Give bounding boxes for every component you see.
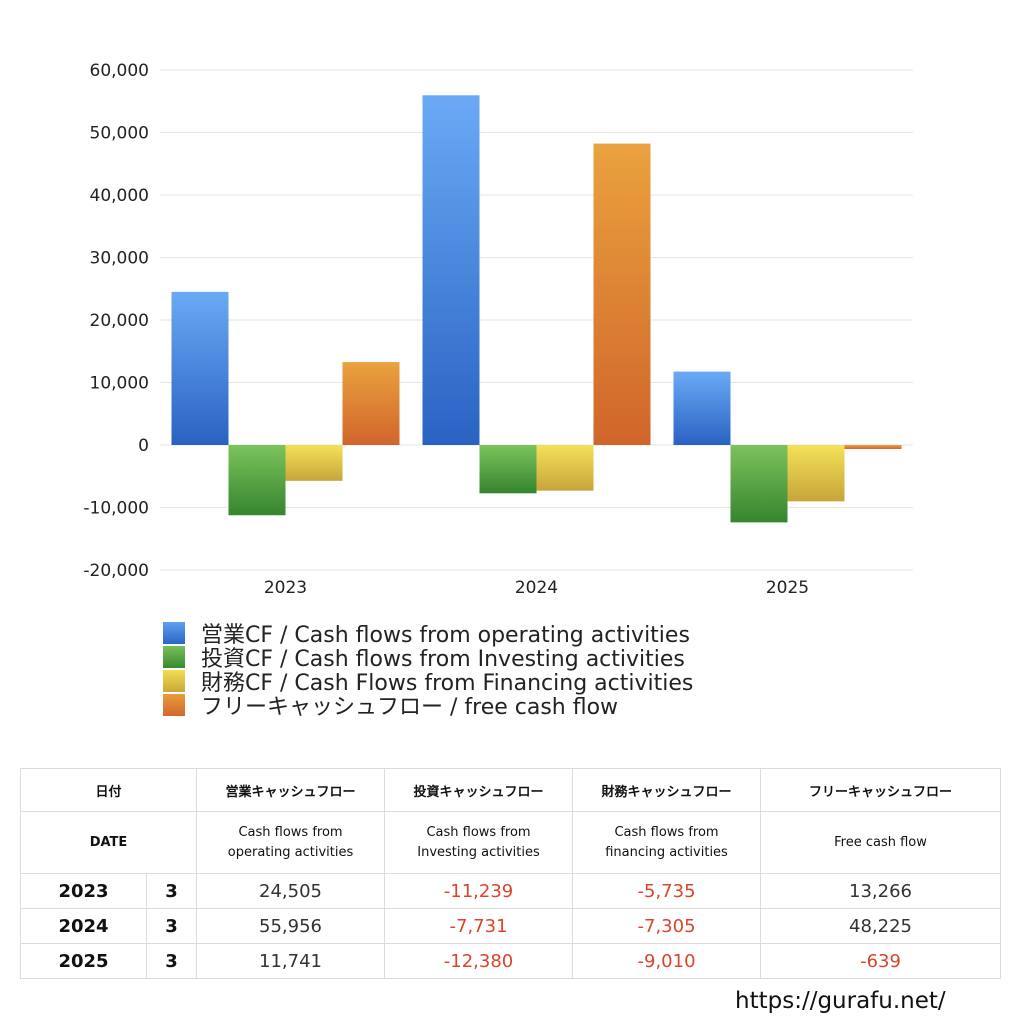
- header-investing-en-line2: Investing activities: [417, 844, 540, 860]
- header-financing-jp: 財務キャッシュフロー: [572, 768, 762, 812]
- row-financing: -7,305: [572, 908, 762, 944]
- row-financing: -9,010: [572, 943, 762, 979]
- row-fcf: -639: [760, 943, 1002, 979]
- legend-swatch-operating: [163, 622, 185, 644]
- row-operating: 24,505: [196, 873, 386, 909]
- legend-item-free-cash-flow: フリーキャッシュフロー / free cash flow: [163, 693, 693, 720]
- bar-free-cash-flow-2024: [593, 143, 651, 445]
- header-operating-jp: 営業キャッシュフロー: [196, 768, 386, 812]
- bar-financing-2023: [285, 445, 343, 481]
- bars: [171, 95, 902, 523]
- y-tick-label: 20,000: [90, 311, 149, 331]
- legend-swatch-financing: [163, 670, 185, 692]
- header-investing-en-line1: Cash flows from: [426, 824, 531, 840]
- y-tick-label: -10,000: [83, 499, 149, 519]
- y-tick-label: 40,000: [90, 186, 149, 206]
- bar-financing-2025: [787, 445, 845, 502]
- legend-label-operating: 営業CF / Cash flows from operating activit…: [201, 623, 690, 648]
- x-tick-label: 2024: [515, 578, 558, 598]
- cash-flow-table: 日付 営業キャッシュフロー 投資キャッシュフロー 財務キャッシュフロー フリーキ…: [19, 768, 1002, 979]
- bar-operating-2023: [171, 291, 229, 445]
- legend-label-free-cash-flow: フリーキャッシュフロー / free cash flow: [201, 695, 619, 720]
- row-investing: -11,239: [384, 873, 574, 909]
- header-operating-en-line2: operating activities: [227, 844, 354, 860]
- site-url[interactable]: https://gurafu.net/: [735, 988, 946, 1014]
- row-year: 2024: [20, 908, 147, 944]
- bar-operating-2024: [422, 95, 480, 446]
- legend-swatch-free-cash-flow: [163, 694, 185, 716]
- legend-label-financing: 財務CF / Cash Flows from Financing activit…: [201, 671, 694, 696]
- header-investing-jp: 投資キャッシュフロー: [384, 768, 574, 812]
- row-investing: -7,731: [384, 908, 574, 944]
- table-row: 2025 3 11,741 -12,380 -9,010 -639: [20, 943, 1002, 979]
- x-tick-label: 2025: [766, 578, 809, 598]
- y-axis-ticks: 60,000 50,000 40,000 30,000 20,000 10,000 0 -10…: [83, 61, 149, 581]
- table-row: 2024 3 55,956 -7,731 -7,305 48,225: [20, 908, 1002, 944]
- y-tick-label: 50,000: [90, 124, 149, 144]
- legend-item-operating: 営業CF / Cash flows from operating activit…: [163, 621, 693, 648]
- row-financing: -5,735: [572, 873, 762, 909]
- row-operating: 55,956: [196, 908, 386, 944]
- header-date-en: DATE: [19, 811, 198, 874]
- bar-free-cash-flow-2025: [844, 445, 902, 449]
- bar-financing-2024: [536, 445, 594, 491]
- table-row: 2023 3 24,505 -11,239 -5,735 13,266: [20, 873, 1002, 909]
- header-fcf-en: Free cash flow: [760, 811, 1002, 874]
- header-financing-en-line2: financing activities: [605, 844, 728, 860]
- header-financing-en-line1: Cash flows from: [614, 824, 719, 840]
- header-operating-en-line1: Cash flows from: [238, 824, 343, 840]
- table-header-en: DATE Cash flows from operating activities…: [19, 811, 1002, 874]
- row-month: 3: [145, 943, 198, 979]
- header-financing-en: Cash flows from financing activities: [572, 811, 762, 874]
- row-fcf: 13,266: [760, 873, 1002, 909]
- y-tick-label: 60,000: [90, 61, 149, 81]
- bar-investing-2023: [228, 445, 286, 516]
- table-header-jp: 日付 営業キャッシュフロー 投資キャッシュフロー 財務キャッシュフロー フリーキ…: [19, 768, 1002, 812]
- x-axis-ticks: 2023 2024 2025: [264, 578, 809, 598]
- header-operating-en: Cash flows from operating activities: [196, 811, 386, 874]
- bar-investing-2025: [730, 445, 788, 523]
- bar-investing-2024: [479, 445, 537, 494]
- header-fcf-jp: フリーキャッシュフロー: [760, 768, 1002, 812]
- y-tick-label: 0: [138, 436, 149, 456]
- y-tick-label: -20,000: [83, 561, 149, 581]
- x-tick-label: 2023: [264, 578, 307, 598]
- row-operating: 11,741: [196, 943, 386, 979]
- bar-free-cash-flow-2023: [342, 362, 400, 445]
- y-tick-label: 30,000: [90, 249, 149, 269]
- row-fcf: 48,225: [760, 908, 1002, 944]
- row-year: 2025: [20, 943, 147, 979]
- bar-operating-2025: [673, 371, 731, 445]
- header-investing-en: Cash flows from Investing activities: [384, 811, 574, 874]
- row-year: 2023: [20, 873, 147, 909]
- legend-item-investing: 投資CF / Cash flows from Investing activit…: [163, 645, 693, 672]
- legend-label-investing: 投資CF / Cash flows from Investing activit…: [201, 647, 685, 672]
- row-investing: -12,380: [384, 943, 574, 979]
- legend-swatch-investing: [163, 646, 185, 668]
- cash-flow-bar-chart: 60,000 50,000 40,000 30,000 20,000 10,000 0 -10…: [83, 61, 913, 598]
- legend: 営業CF / Cash flows from operating activit…: [163, 621, 693, 720]
- legend-item-financing: 財務CF / Cash Flows from Financing activit…: [163, 669, 693, 696]
- header-date-jp: 日付: [19, 768, 198, 812]
- y-tick-label: 10,000: [90, 374, 149, 394]
- row-month: 3: [145, 908, 198, 944]
- row-month: 3: [145, 873, 198, 909]
